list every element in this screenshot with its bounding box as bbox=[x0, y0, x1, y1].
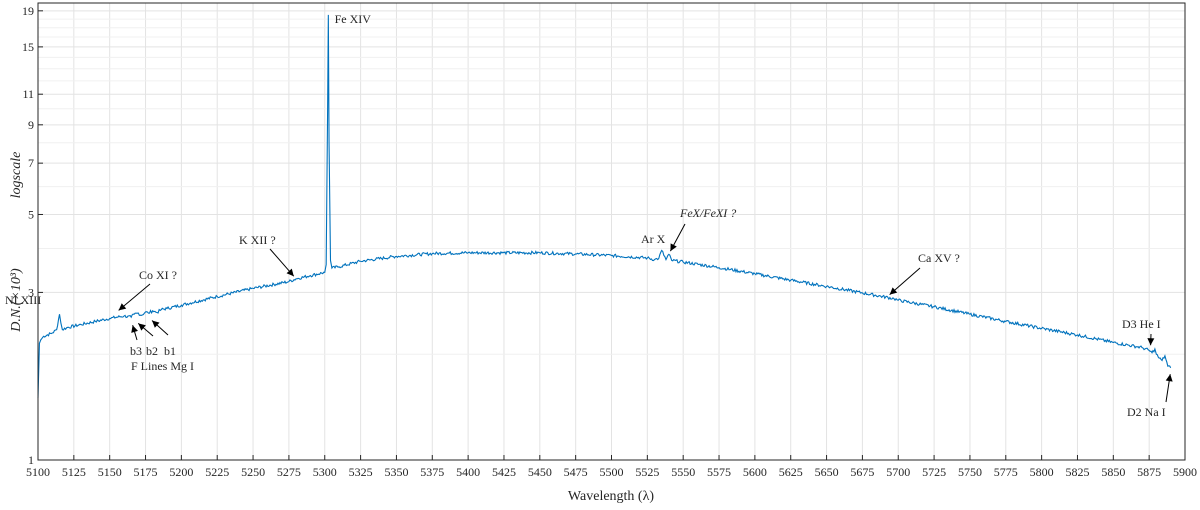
spectrum-line bbox=[37, 14, 1172, 399]
annotation-label: b1 bbox=[164, 344, 176, 358]
annotation-label: FeX/FeXI ? bbox=[679, 206, 736, 220]
x-tick-label: 5150 bbox=[98, 465, 122, 479]
arrow-head bbox=[889, 287, 898, 295]
x-tick-label: 5275 bbox=[277, 465, 301, 479]
annotation-label: F Lines Mg I bbox=[131, 359, 194, 373]
y-tick-label: 9 bbox=[28, 118, 34, 132]
annotation-label: D2 Na I bbox=[1127, 405, 1166, 419]
annotation-label: Ar X bbox=[641, 232, 666, 246]
y-tick-label: 3 bbox=[28, 285, 34, 299]
arrow-head bbox=[1165, 374, 1173, 382]
x-tick-label: 5700 bbox=[886, 465, 910, 479]
y-axis-title: D.N.(×10³) bbox=[9, 268, 24, 333]
arrow-head bbox=[286, 268, 294, 277]
y-tick-label: 11 bbox=[22, 87, 34, 101]
x-tick-label: 5825 bbox=[1065, 465, 1089, 479]
x-tick-label: 5525 bbox=[635, 465, 659, 479]
x-tick-label: 5225 bbox=[205, 465, 229, 479]
x-tick-label: 5900 bbox=[1173, 465, 1197, 479]
x-tick-label: 5200 bbox=[169, 465, 193, 479]
x-tick-label: 5475 bbox=[564, 465, 588, 479]
axis-ticks: 5100 5125 5150 5175 5200 5225 5250 5275 5300 5325… bbox=[22, 4, 1197, 479]
x-tick-label: 5575 bbox=[707, 465, 731, 479]
x-tick-label: 5400 bbox=[456, 465, 480, 479]
x-tick-label: 5775 bbox=[994, 465, 1018, 479]
x-tick-label: 5450 bbox=[528, 465, 552, 479]
x-axis-title: Wavelength (λ) bbox=[568, 489, 654, 504]
arrow-head bbox=[138, 323, 146, 331]
plot-series bbox=[37, 14, 1172, 399]
annotation-label: Ca XV ? bbox=[918, 251, 960, 265]
x-tick-label: 5750 bbox=[958, 465, 982, 479]
x-tick-label: 5800 bbox=[1030, 465, 1054, 479]
x-tick-label: 5175 bbox=[134, 465, 158, 479]
x-tick-label: 5100 bbox=[26, 465, 50, 479]
annotation-label: b2 bbox=[146, 344, 158, 358]
y-tick-label: 15 bbox=[22, 40, 34, 54]
x-tick-label: 5325 bbox=[349, 465, 373, 479]
x-tick-label: 5125 bbox=[62, 465, 86, 479]
x-tick-label: 5250 bbox=[241, 465, 265, 479]
arrow-head bbox=[152, 320, 160, 328]
arrow-head bbox=[118, 303, 127, 311]
x-tick-label: 5500 bbox=[600, 465, 624, 479]
arrow-head bbox=[1147, 338, 1155, 346]
y-axis-scale-label: logscale bbox=[9, 152, 24, 199]
arrow-head bbox=[131, 325, 138, 333]
y-tick-label: 7 bbox=[28, 156, 34, 170]
annotation-label: D3 He I bbox=[1122, 317, 1161, 331]
annotation-label: b3 bbox=[130, 344, 142, 358]
annotations: Fe XIV NI XIII Co XI ? b3 b2 b1F Lines Mg I K … bbox=[5, 12, 1173, 419]
x-tick-label: 5650 bbox=[815, 465, 839, 479]
x-tick-label: 5725 bbox=[922, 465, 946, 479]
x-tick-label: 5550 bbox=[671, 465, 695, 479]
x-tick-label: 5300 bbox=[313, 465, 337, 479]
x-tick-label: 5850 bbox=[1101, 465, 1125, 479]
y-tick-label: 1 bbox=[28, 453, 34, 467]
annotation-label: Co XI ? bbox=[139, 268, 177, 282]
x-tick-label: 5600 bbox=[743, 465, 767, 479]
x-tick-label: 5875 bbox=[1137, 465, 1161, 479]
x-tick-label: 5375 bbox=[420, 465, 444, 479]
y-tick-label: 5 bbox=[28, 207, 34, 221]
annotation-label: K XII ? bbox=[239, 233, 276, 247]
annotation-label: NI XIII bbox=[5, 293, 41, 307]
x-tick-label: 5425 bbox=[492, 465, 516, 479]
annotation-label: Fe XIV bbox=[335, 12, 372, 26]
arrow-head bbox=[670, 243, 677, 252]
y-tick-label: 19 bbox=[22, 4, 34, 18]
x-tick-label: 5675 bbox=[850, 465, 874, 479]
x-tick-label: 5350 bbox=[384, 465, 408, 479]
x-tick-label: 5625 bbox=[779, 465, 803, 479]
